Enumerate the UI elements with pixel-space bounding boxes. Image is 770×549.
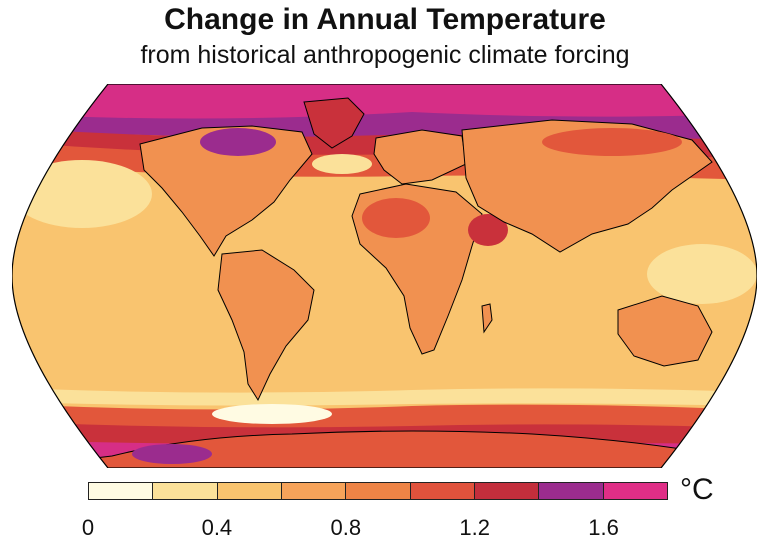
- colorbar-segment: [346, 483, 411, 499]
- greenland-land: [303, 97, 365, 149]
- map-border: [12, 84, 757, 468]
- north-america-hot-area: [200, 128, 276, 156]
- europe-land: [373, 129, 467, 185]
- antarctic-orange-band: [12, 404, 757, 428]
- colorbar-tick-label: 1.2: [459, 515, 490, 540]
- sahara-hot-area: [362, 198, 430, 238]
- colorbar: [88, 482, 668, 500]
- arabia-hot-area: [468, 214, 508, 246]
- colorbar-segment: [217, 483, 282, 499]
- colorbar-segment: [89, 483, 154, 499]
- madagascar-land: [481, 303, 493, 334]
- world-map: [12, 84, 757, 468]
- colorbar-segment: [539, 483, 604, 499]
- southern-cool-band: [12, 388, 757, 406]
- north-america-land: [139, 125, 313, 257]
- page-title: Change in Annual Temperature: [164, 3, 606, 36]
- siberia-hot-area: [542, 128, 682, 156]
- pacific-cool-patch: [12, 160, 152, 228]
- colorbar-tick-labels: 0 0.4 0.8 1.2 1.6: [82, 514, 668, 544]
- page-subtitle: from historical anthropogenic climate fo…: [140, 41, 630, 69]
- colorbar-tick-label: 0.8: [330, 515, 362, 540]
- colorbar-segment: [474, 483, 540, 499]
- colorbar-segment: [603, 483, 667, 499]
- temperature-field: [12, 84, 757, 468]
- colorbar-tick-label: 0: [81, 515, 95, 540]
- south-america-land: [217, 249, 315, 402]
- antarctic-purple-area: [132, 444, 212, 464]
- colorbar-segment: [281, 483, 347, 499]
- colorbar-segment: [410, 483, 475, 499]
- colorbar-tick-label: 1.6: [588, 515, 619, 540]
- south-atlantic-cool-patch: [212, 404, 332, 424]
- australia-land: [617, 295, 713, 367]
- atlantic-cool-patch: [312, 154, 372, 174]
- colorbar-segment: [153, 483, 218, 499]
- colorbar-unit-label: °C: [680, 473, 714, 506]
- pacific-cool-patch-2: [647, 244, 757, 304]
- colorbar-tick-label: 0.4: [201, 515, 233, 540]
